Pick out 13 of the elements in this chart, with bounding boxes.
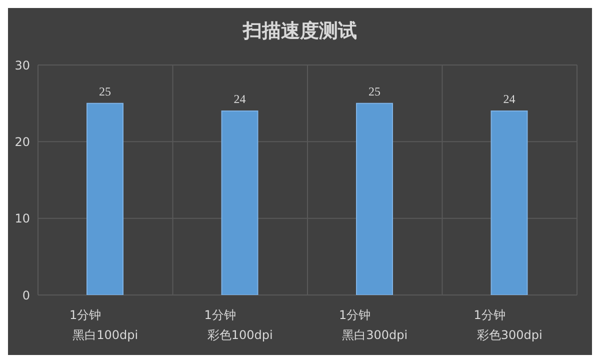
x-tick-label: 1分钟黑白100dpi: [70, 308, 138, 342]
x-tick-label: 1分钟彩色300dpi: [474, 308, 542, 342]
data-label: 25: [368, 84, 380, 98]
y-tick-label: 30: [14, 58, 30, 72]
data-label: 24: [234, 92, 246, 106]
x-tick-label: 1分钟黑白300dpi: [339, 308, 408, 342]
x-tick-label: 1分钟彩色100dpi: [204, 308, 273, 342]
data-label: 24: [503, 92, 516, 106]
y-tick-label: 20: [14, 134, 30, 149]
data-label: 25: [99, 84, 111, 98]
y-tick-label: 0: [22, 288, 30, 302]
chart-title: 扫描速度测试: [241, 19, 358, 44]
y-tick-label: 10: [14, 212, 30, 226]
